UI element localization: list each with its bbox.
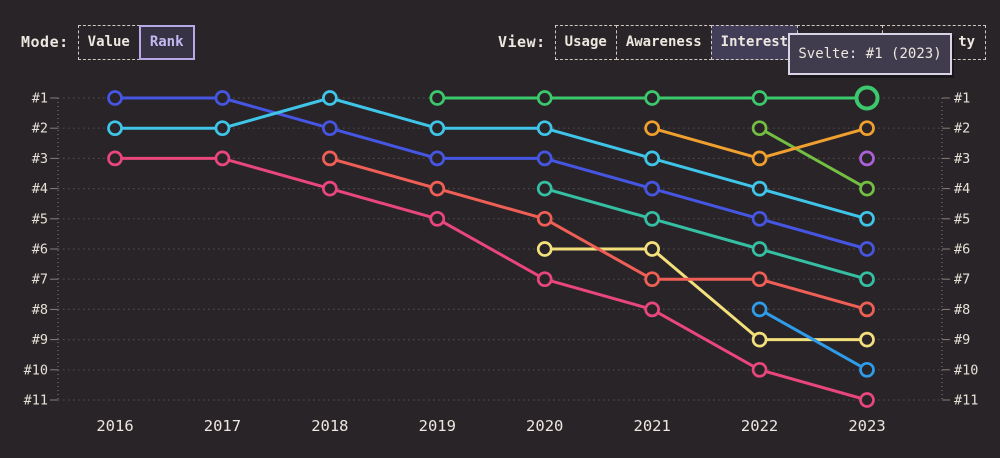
point-series-cyan[interactable] [751,180,768,197]
x-axis-label: 2018 [311,417,348,435]
view-button-row: Usage Awareness Interest ty [554,24,987,60]
point-series-lightgreen[interactable] [859,180,875,197]
highlighted-point-series-green[interactable] [854,85,880,111]
point-series-pink[interactable] [322,180,338,197]
y-axis-label-left: #8 [32,302,48,318]
point-series-purple[interactable] [859,150,875,167]
point-series-yellow[interactable] [751,331,768,348]
y-axis-label-left: #3 [32,151,48,167]
y-axis-label-right: #11 [954,393,978,409]
point-series-yellow[interactable] [644,241,661,257]
y-axis-label-left: #11 [24,393,48,409]
y-axis-label-right: #7 [954,272,970,288]
line-series-lightgreen[interactable] [758,126,869,191]
y-axis-label-left: #4 [32,181,48,197]
line-series-blue[interactable] [113,96,869,251]
line-series-teal[interactable] [543,187,869,281]
mode-label: Mode: [21,33,69,51]
point-series-pink[interactable] [429,210,446,227]
x-axis-label: 2019 [419,417,456,435]
x-axis-label: 2017 [204,417,241,435]
y-axis-label-right: #9 [954,332,970,348]
point-series-pink[interactable] [859,392,875,408]
point-series-salmon[interactable] [751,271,768,288]
mode-rank-button[interactable]: Rank [138,24,195,60]
point-series-yellow[interactable] [859,331,875,348]
point-series-teal[interactable] [644,210,661,227]
tooltip-text: Svelte: #1 (2023) [798,46,942,62]
y-axis-label-right: #8 [954,302,970,318]
y-axis-label-left: #7 [32,272,48,288]
point-series-cyan[interactable] [322,90,338,106]
point-series-blue[interactable] [322,120,338,137]
point-series-lightgreen[interactable] [751,120,768,137]
point-series-blue[interactable] [536,150,553,167]
point-series-teal[interactable] [536,180,553,197]
y-axis-label-left: #10 [24,362,48,378]
point-series-cyan[interactable] [644,150,661,167]
line-series-cyan[interactable] [113,96,869,221]
tooltip: Svelte: #1 (2023) [788,33,952,75]
point-series-blue[interactable] [644,180,661,197]
point-series-salmon[interactable] [322,150,338,167]
view-control-group: View: Usage Awareness Interest ty [498,24,987,60]
point-series-green[interactable] [536,90,553,106]
point-series-orange[interactable] [751,150,768,167]
x-axis-label: 2020 [526,417,563,435]
point-series-cyan[interactable] [536,120,553,137]
point-series-green[interactable] [429,90,446,106]
point-series-pink[interactable] [644,301,661,318]
point-series-cyan[interactable] [107,120,123,137]
point-series-pink[interactable] [214,150,231,167]
point-series-salmon[interactable] [859,301,875,318]
point-series-blue[interactable] [859,241,875,257]
point-series-teal[interactable] [751,241,768,257]
point-series-yellow[interactable] [536,241,553,257]
point-series-cyan[interactable] [859,210,875,227]
point-series-green[interactable] [644,90,661,106]
point-series-blue[interactable] [107,90,123,106]
y-axis-label-right: #1 [954,91,970,107]
point-series-cyan[interactable] [429,120,446,137]
y-axis-label-right: #5 [954,211,970,227]
point-series-pink[interactable] [751,361,768,378]
point-series-blue[interactable] [214,90,231,106]
point-series-skyblue[interactable] [751,301,768,318]
point-series-blue[interactable] [429,150,446,167]
y-axis-label-left: #1 [32,91,48,107]
point-series-skyblue[interactable] [859,361,875,378]
point-series-teal[interactable] [859,271,875,288]
y-axis-label-left: #9 [32,332,48,348]
y-axis-label-left: #6 [32,242,48,258]
point-series-salmon[interactable] [644,271,661,288]
y-axis-label-right: #3 [954,151,970,167]
point-series-orange[interactable] [859,120,875,137]
line-series-pink[interactable] [113,156,869,402]
point-series-salmon[interactable] [536,210,553,227]
point-series-blue[interactable] [751,210,768,227]
y-axis-label-left: #2 [32,121,48,137]
mode-button-row: Value Rank [77,24,195,60]
point-series-orange[interactable] [644,120,661,137]
y-axis-label-right: #10 [954,362,978,378]
line-series-salmon[interactable] [328,156,869,311]
point-series-green[interactable] [751,90,768,106]
line-series-skyblue[interactable] [758,307,869,372]
y-axis-label-right: #2 [954,121,970,137]
x-axis-label: 2022 [741,417,778,435]
point-series-pink[interactable] [107,150,123,167]
x-axis-label: 2016 [96,417,133,435]
y-axis-label-right: #6 [954,242,970,258]
x-axis-label: 2021 [633,417,670,435]
point-series-cyan[interactable] [214,120,231,137]
x-axis-label: 2023 [848,417,885,435]
view-label: View: [498,33,546,51]
y-axis-label-left: #5 [32,211,48,227]
point-series-pink[interactable] [536,271,553,288]
mode-control-group: Mode: Value Rank [21,24,195,60]
y-axis-label-right: #4 [954,181,970,197]
point-series-salmon[interactable] [429,180,446,197]
